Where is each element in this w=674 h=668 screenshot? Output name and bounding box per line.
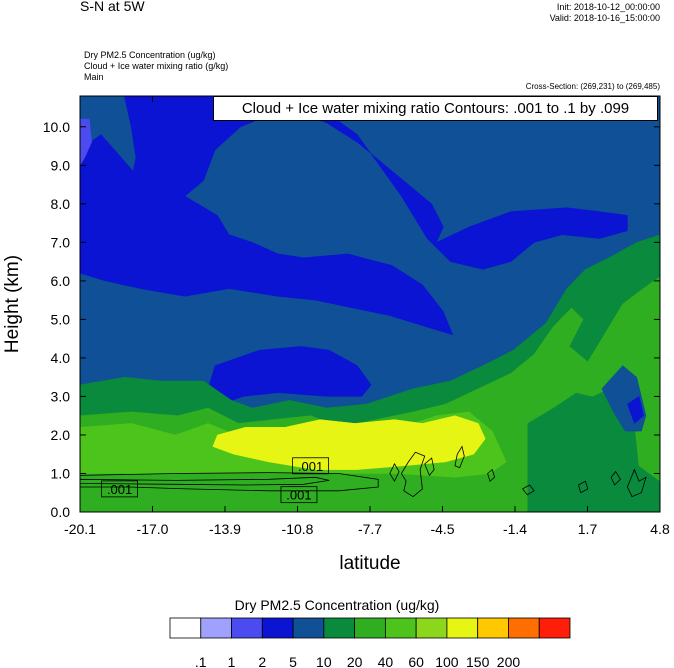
y-tick-label-4: 4.0 bbox=[51, 350, 71, 366]
x-tick-label-3: -10.8 bbox=[282, 521, 314, 537]
contour-label-0: .001 bbox=[298, 459, 323, 474]
colorbar-swatch-6 bbox=[354, 617, 386, 639]
x-tick-label-5: -4.5 bbox=[430, 521, 454, 537]
x-tick-label-2: -13.9 bbox=[209, 521, 241, 537]
cloud-contour-1 bbox=[80, 476, 330, 486]
y-tick-label-5: 5.0 bbox=[51, 311, 71, 327]
x-tick-label-7: 1.7 bbox=[578, 521, 598, 537]
concentration-region-10 bbox=[627, 395, 644, 424]
colorbar-swatch-8 bbox=[415, 617, 448, 639]
contour-info-box: Cloud + Ice water mixing ratio Contours:… bbox=[213, 96, 658, 121]
cloud-contour-9 bbox=[626, 468, 647, 498]
colorbar-label-0: .1 bbox=[195, 654, 207, 668]
cloud-contour-7 bbox=[521, 484, 535, 496]
colorbar-label-8: 100 bbox=[435, 654, 459, 668]
cloud-contour-6 bbox=[487, 468, 496, 482]
y-tick-label-3: 3.0 bbox=[51, 388, 71, 404]
y-tick-label-1: 1.0 bbox=[51, 465, 71, 481]
x-tick-label-0: -20.1 bbox=[64, 521, 96, 537]
cloud-contour-10 bbox=[610, 470, 621, 486]
concentration-region-2 bbox=[80, 134, 454, 336]
x-tick-label-1: -17.0 bbox=[137, 521, 169, 537]
colorbar-label-9: 150 bbox=[466, 654, 490, 668]
main-title: S-N at 5W bbox=[80, 0, 145, 14]
colorbar-swatch-9 bbox=[446, 617, 479, 639]
plot-area: .001 .001 .001 bbox=[80, 96, 660, 512]
field-line-pm25: Dry PM2.5 Concentration (ug/kg) bbox=[84, 50, 216, 60]
concentration-region-4 bbox=[80, 118, 92, 166]
y-tick-label-0: 0.0 bbox=[51, 504, 71, 520]
colorbar-swatch-4 bbox=[292, 617, 325, 639]
cloud-contour-0 bbox=[80, 472, 379, 492]
field-line-domain: Main bbox=[84, 72, 104, 82]
cloud-contour-5 bbox=[454, 445, 465, 469]
y-tick-label-8: 8.0 bbox=[51, 196, 71, 212]
cloud-contour-8 bbox=[578, 480, 589, 494]
x-tick-label-8: 4.8 bbox=[650, 521, 670, 537]
colorbar-label-10: 200 bbox=[497, 654, 521, 668]
contour-label-1: .001 bbox=[107, 482, 132, 497]
colorbar-swatch-2 bbox=[231, 617, 263, 639]
colorbar-swatch-3 bbox=[261, 617, 294, 639]
concentration-region-8 bbox=[212, 415, 486, 470]
y-tick-label-6: 6.0 bbox=[51, 273, 71, 289]
y-tick-label-10: 10.0 bbox=[43, 119, 70, 135]
y-tick-label-2: 2.0 bbox=[51, 427, 71, 443]
y-tick-label-7: 7.0 bbox=[51, 234, 71, 250]
x-tick-label-6: -1.4 bbox=[503, 521, 527, 537]
y-tick-label-9: 9.0 bbox=[51, 157, 71, 173]
colorbar-label-4: 10 bbox=[316, 654, 332, 668]
cloud-contour-4 bbox=[389, 463, 400, 483]
init-time: Init: 2018-10-12_00:00:00 bbox=[556, 2, 660, 12]
colorbar-label-6: 40 bbox=[378, 654, 394, 668]
cloud-contour-3 bbox=[424, 457, 435, 477]
colorbar-label-7: 60 bbox=[408, 654, 424, 668]
colorbar-swatch-5 bbox=[323, 617, 356, 639]
cloud-contour-2 bbox=[400, 451, 426, 498]
colorbar-label-1: 1 bbox=[228, 654, 236, 668]
x-tick-label-4: -7.7 bbox=[358, 521, 382, 537]
colorbar-label-3: 5 bbox=[289, 654, 297, 668]
colorbar-swatch-12 bbox=[538, 617, 571, 639]
valid-time: Valid: 2018-10-16_15:00:00 bbox=[549, 13, 660, 23]
y-axis-label: Height (km) bbox=[2, 255, 23, 353]
cross-section-label: Cross-Section: (269,231) to (269,485) bbox=[525, 82, 660, 91]
colorbar-swatch-7 bbox=[384, 617, 417, 639]
colorbar-swatch-0 bbox=[169, 617, 202, 639]
colorbar-label-2: 2 bbox=[258, 654, 266, 668]
contour-label-2: .001 bbox=[286, 488, 311, 503]
colorbar-swatch-11 bbox=[508, 617, 540, 639]
colorbar-title: Dry PM2.5 Concentration (ug/kg) bbox=[234, 597, 440, 613]
x-axis-label: latitude bbox=[339, 553, 400, 574]
contour-label-box-0 bbox=[292, 457, 330, 475]
colorbar-swatch-1 bbox=[200, 617, 232, 639]
contour-label-box-1 bbox=[101, 480, 138, 498]
field-line-cloud: Cloud + Ice water mixing ratio (g/kg) bbox=[84, 61, 229, 71]
colorbar-label-5: 20 bbox=[347, 654, 363, 668]
colorbar-swatch-10 bbox=[477, 617, 509, 639]
contour-label-box-2 bbox=[280, 486, 318, 504]
